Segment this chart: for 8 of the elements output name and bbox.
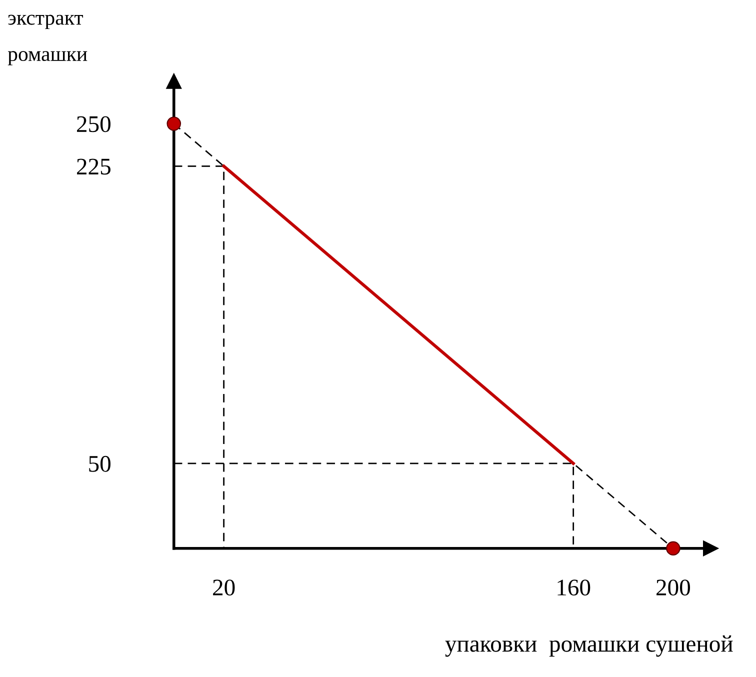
y-tick-label: 225 bbox=[77, 158, 110, 175]
x-axis-title: упаковки ромашки сушеной bbox=[445, 635, 733, 657]
y-axis-title: экстракт ромашки bbox=[8, 14, 88, 66]
y-tick-label: 250 bbox=[77, 116, 110, 132]
y-tick-label: 50 bbox=[89, 456, 110, 472]
x-tick-label: 20 bbox=[213, 580, 235, 596]
x-tick-label: 200 bbox=[656, 580, 690, 596]
x-tick-label: 160 bbox=[558, 580, 590, 596]
